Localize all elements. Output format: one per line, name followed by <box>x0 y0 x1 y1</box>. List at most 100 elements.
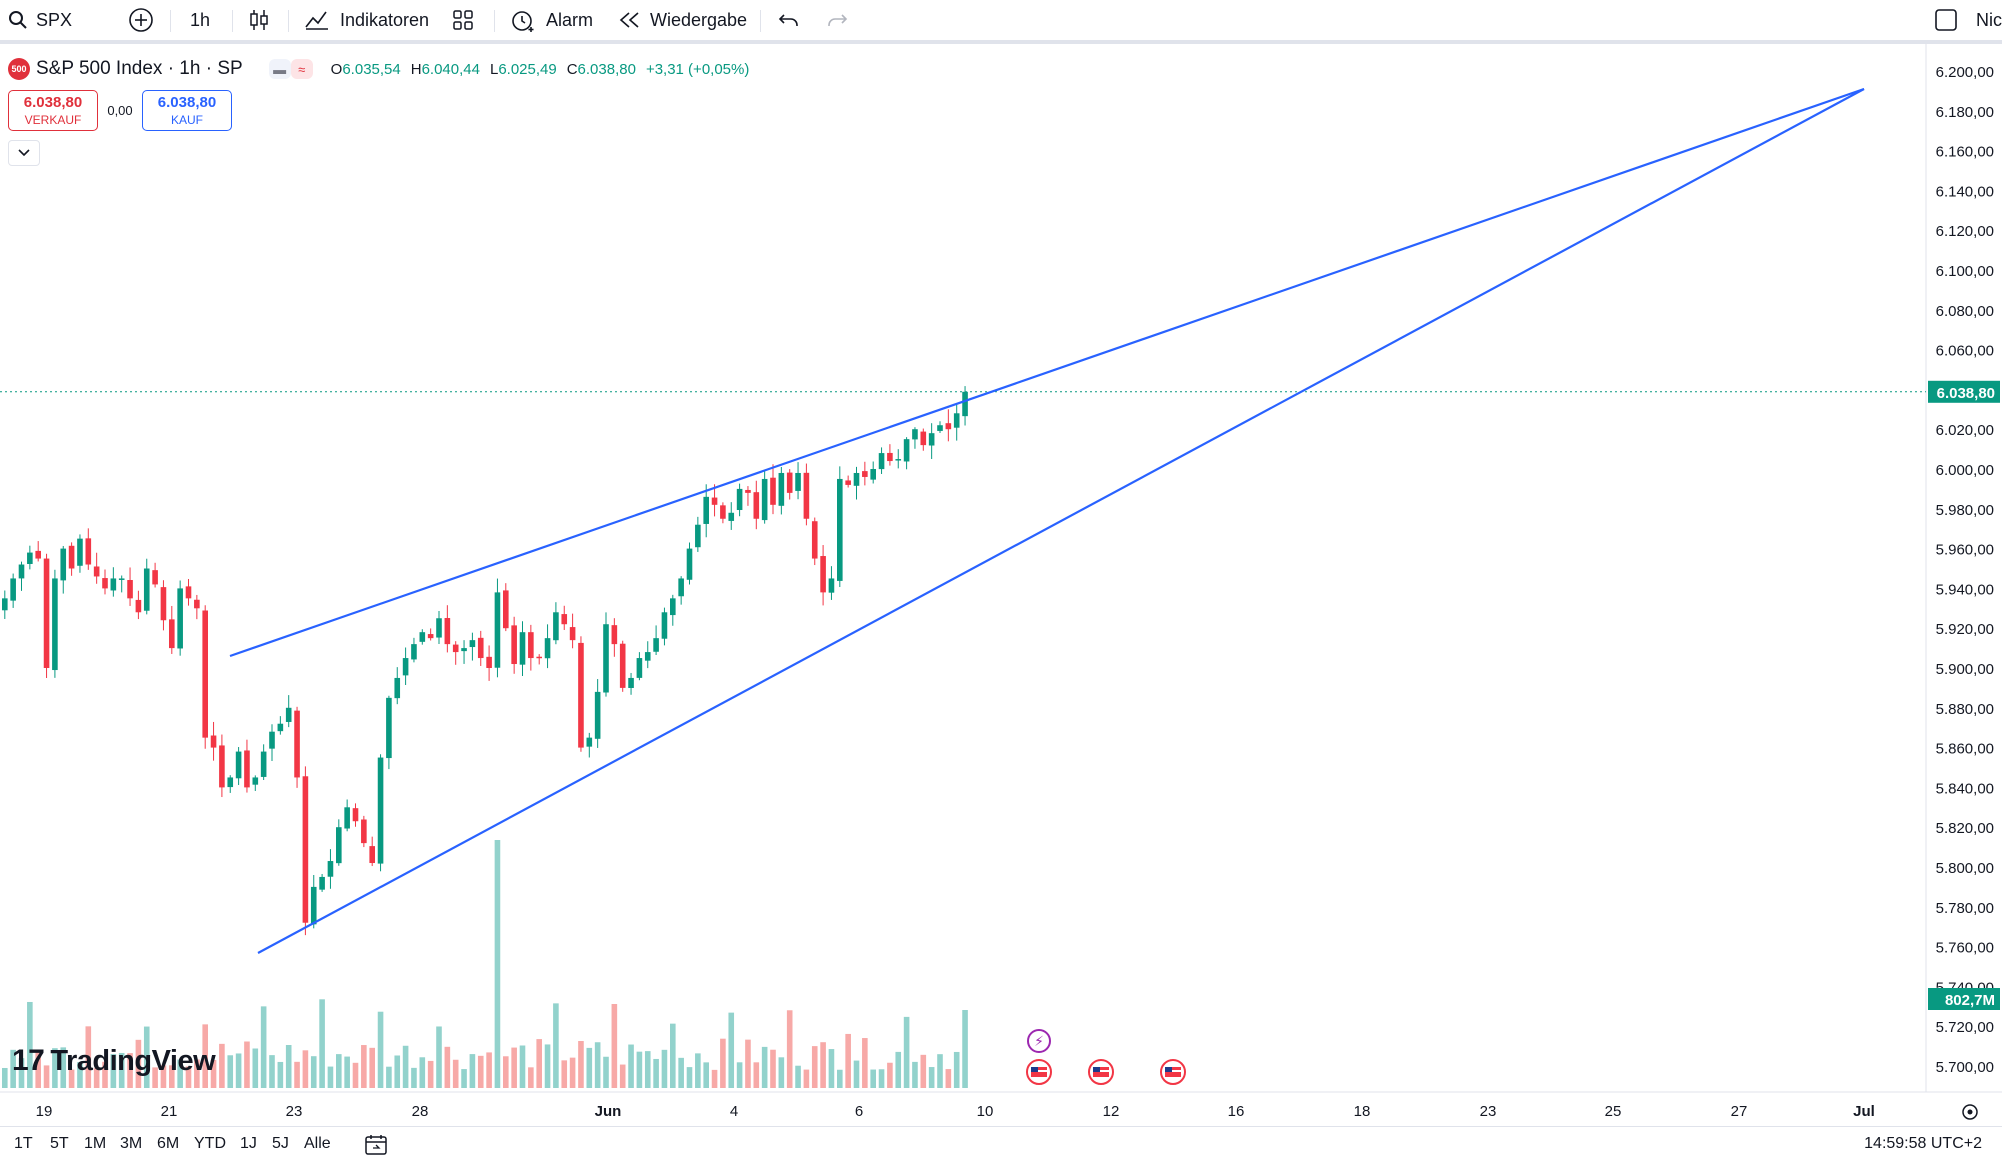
x-tick-label: 27 <box>1731 1103 1748 1120</box>
candle-body <box>511 625 517 665</box>
candle-body <box>402 658 409 676</box>
sell-label: VERKAUF <box>24 113 82 127</box>
volume-bar <box>235 1053 242 1088</box>
buy-button[interactable]: 6.038,80 KAUF <box>142 90 232 131</box>
price-chart[interactable]: 5.700,005.720,005.740,005.760,005.780,00… <box>0 44 2002 1126</box>
candle-body <box>786 472 793 493</box>
symbol-legend: 500 S&P 500 Index · 1h · SP ▬ ≈ O6.035,5… <box>8 58 749 80</box>
volume-bar <box>244 1041 250 1088</box>
settings-gear-center <box>1967 1109 1973 1115</box>
candle-body <box>452 644 459 653</box>
candle-body <box>912 429 918 440</box>
volume-bar <box>285 1044 292 1088</box>
layouts-button[interactable] <box>452 0 474 40</box>
volume-bar <box>68 1069 75 1088</box>
candle-body <box>670 598 676 616</box>
volume-bar <box>444 1046 451 1088</box>
minus-icon[interactable]: ▬ <box>268 59 291 79</box>
x-tick-label: 10 <box>977 1103 994 1120</box>
volume-bar <box>661 1049 668 1088</box>
candle-body <box>411 644 417 660</box>
x-tick-label: 4 <box>730 1103 738 1120</box>
clock-timezone[interactable]: 14:59:58 UTC+2 <box>1864 1135 1982 1152</box>
candle-body <box>10 578 16 601</box>
volume-bar <box>219 1043 225 1088</box>
x-tick-label: Jun <box>595 1103 622 1120</box>
sell-button[interactable]: 6.038,80 VERKAUF <box>8 90 98 131</box>
candle-body <box>327 861 334 877</box>
redo-button[interactable] <box>826 0 848 40</box>
candle-body <box>653 638 659 652</box>
candles-icon <box>250 10 268 30</box>
range-6m[interactable]: 6M <box>157 1135 180 1152</box>
candle-body <box>160 587 167 621</box>
volume-bar <box>561 1060 568 1088</box>
symbol-search-button[interactable]: SPX <box>8 0 72 40</box>
replay-button[interactable]: Wiedergabe <box>618 0 747 40</box>
y-tick-label: 5.760,00 <box>1936 940 1994 957</box>
range-1j[interactable]: 1J <box>240 1135 257 1152</box>
undo-button[interactable] <box>778 0 800 40</box>
last-price-badge <box>1928 380 2000 403</box>
range-1m[interactable]: 1M <box>84 1135 107 1152</box>
candle-body <box>194 599 200 609</box>
toolbar-right-label[interactable]: Nic <box>1976 9 2002 30</box>
volume-bar <box>853 1060 860 1088</box>
fullscreen-toggle[interactable] <box>1934 0 1958 40</box>
volume-bar <box>93 1068 100 1088</box>
range-5j[interactable]: 5J <box>272 1135 289 1152</box>
candle-body <box>811 521 818 559</box>
volume-bar <box>152 1067 158 1088</box>
interval-label: 1h <box>190 9 211 30</box>
range-ytd[interactable]: YTD <box>194 1135 226 1152</box>
range-alle[interactable]: Alle <box>304 1135 331 1152</box>
range-3m[interactable]: 3M <box>120 1135 143 1152</box>
candle-body <box>828 578 835 593</box>
wave-icon[interactable]: ≈ <box>290 59 313 79</box>
volume-bar <box>102 1061 108 1088</box>
x-tick-label: 18 <box>1354 1103 1371 1120</box>
candle-body <box>695 524 701 548</box>
candle-body <box>419 632 426 642</box>
compare-add-button[interactable] <box>128 0 154 40</box>
range-5t[interactable]: 5T <box>50 1135 69 1152</box>
candle-body <box>269 731 275 749</box>
calendar-range-icon[interactable] <box>364 1133 388 1157</box>
interval-button[interactable]: 1h <box>190 0 210 40</box>
candle-body <box>244 750 250 788</box>
alert-button[interactable]: Alarm <box>510 0 593 40</box>
volume-bar <box>202 1024 208 1088</box>
volume-bar <box>811 1046 818 1088</box>
candle-body <box>778 472 785 506</box>
candle-body <box>845 480 851 485</box>
volume-bar <box>544 1044 551 1088</box>
candle-body <box>27 552 33 564</box>
collapse-legend-button[interactable] <box>8 140 40 166</box>
volume-bar <box>536 1039 542 1088</box>
volume-bar <box>260 1006 267 1088</box>
chart-area[interactable]: 5.700,00 5.720,00 5.740,00 5.760,00 5.780,00… <box>0 44 2002 1126</box>
chart-type-button[interactable] <box>248 0 270 40</box>
y-tick-label: 6.180,00 <box>1936 104 1994 121</box>
indicators-button[interactable]: Indikatoren <box>304 0 429 40</box>
volume-bar <box>670 1023 676 1088</box>
candle-body <box>118 578 125 580</box>
candle-body <box>227 777 234 788</box>
candle-body <box>636 658 643 678</box>
volume-bar <box>227 1055 234 1088</box>
lightning-glyph: ⚡ <box>1034 1034 1044 1050</box>
volume-bar <box>10 1049 16 1088</box>
tradingview-logo[interactable]: 17 TradingView <box>12 1044 216 1077</box>
candle-body <box>945 423 952 430</box>
volume-bar <box>878 1069 885 1088</box>
candle-body <box>110 578 117 591</box>
candle-body <box>720 505 726 519</box>
y-tick-label: 5.700,00 <box>1936 1059 1994 1076</box>
range-1t[interactable]: 1T <box>14 1135 33 1152</box>
candle-body <box>644 652 651 661</box>
candle-body <box>68 545 75 569</box>
candle-body <box>2 598 8 611</box>
y-tick-label: 5.900,00 <box>1936 661 1994 678</box>
volume-bar <box>928 1067 935 1088</box>
open-value: 6.035,54 <box>342 60 401 78</box>
